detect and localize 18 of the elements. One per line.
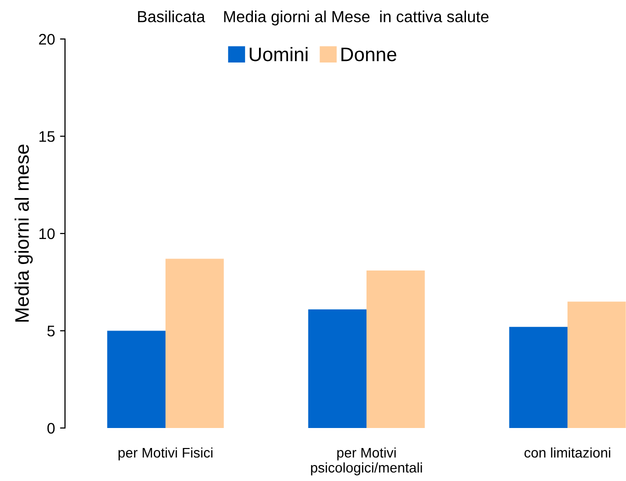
y-tick-label: 15 (39, 131, 55, 142)
y-tick-label: 5 (47, 326, 55, 336)
bar (366, 270, 425, 428)
bar (509, 326, 568, 428)
x-tick-label: per Motivi psicologici/mentali (311, 447, 422, 476)
bar (568, 302, 626, 428)
legend-label: Donne (341, 48, 396, 62)
x-tick-label: con limitazioni (524, 447, 610, 458)
y-tick-label: 0 (47, 422, 55, 434)
bar (308, 309, 366, 428)
y-axis-title: Media giorni al mese (14, 144, 33, 322)
chart-title: Basilicata Media giorni al Mese in cattiva salute (138, 10, 489, 26)
y-tick-label: 10 (39, 228, 55, 240)
bar (166, 258, 224, 428)
x-tick-label: per Motivi Fisici (118, 447, 212, 460)
bar (107, 330, 166, 428)
legend-label: Uomini (250, 46, 308, 62)
y-tick-label: 20 (39, 34, 55, 45)
